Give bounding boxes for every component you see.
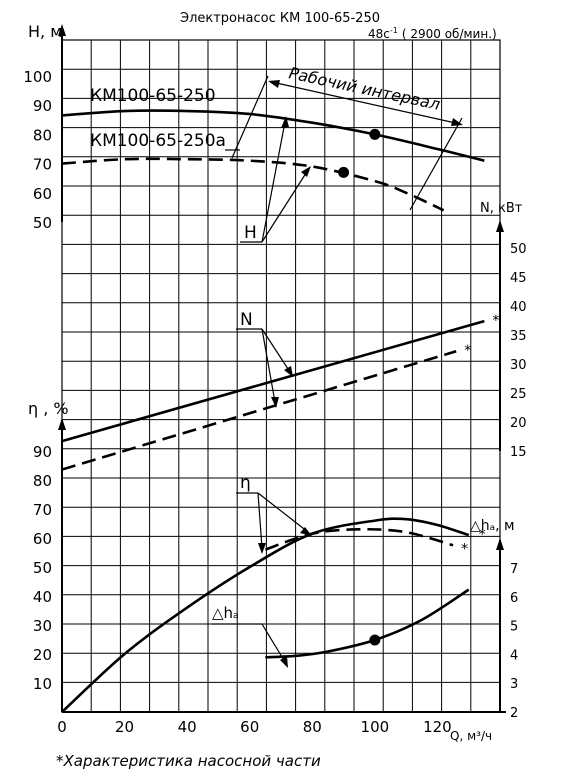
footnote: *Характеристика насосной части [56,752,321,770]
eta-leader-2 [257,492,263,549]
x-tick-label: 100 [361,718,390,736]
n-tick-label: 20 [510,416,527,431]
x-tick-label: 60 [240,718,259,736]
grid [61,39,501,713]
x-tick-label: 20 [115,718,134,736]
h-leader-2 [261,169,309,243]
dh-arrowhead [280,656,288,668]
series-line-5 [264,527,454,551]
star-mark-3: * [461,541,468,557]
n-axis-arrow [496,220,504,232]
dh-tick-label: 2 [510,706,518,721]
dh-tick-label: 4 [510,648,518,663]
x-tick-label: 40 [178,718,197,736]
n-arrowhead-2 [271,397,279,408]
eta-axis-label: η , % [28,399,69,418]
x-tick-label: 120 [423,718,452,736]
eta-axis-arrow [58,418,66,430]
h-arrowhead-1 [281,116,289,128]
n-axis-label: N, кВт [480,201,523,216]
working-range-label: Рабочий интервал [287,63,442,114]
working-range-left-leader [231,75,269,159]
n-leader-2 [261,328,276,403]
n-tick-label: 35 [510,329,527,344]
dh-tick-label: 5 [510,620,518,635]
x-axis-label: Q, м³/ч [450,729,492,743]
series-label-km100-65-250a: КМ100-65-250а [90,131,226,151]
series-label-km100-65-250: КМ100-65-250 [90,86,216,106]
n-tick-label: 15 [510,445,527,460]
dh-tick-label: 6 [510,591,518,606]
n-tick-label: 45 [510,271,527,286]
dh-annotation-label: △hₐ [212,604,239,622]
h-axis-arrow [58,24,66,36]
h-annotation-label: Н [244,223,257,243]
h-tick-label: 80 [33,126,52,144]
n-arrowhead-1 [284,366,293,377]
operating-point-1 [338,166,350,178]
series-line-1 [61,157,445,212]
n-tick-label: 25 [510,387,527,402]
eta-arrowhead-1 [300,527,312,536]
n-tick-label: 30 [510,358,527,373]
subtitle-rate: 48c [368,27,390,41]
chart-title: Электронасос КМ 100-65-250 [180,11,380,26]
dh-tick-label: 3 [510,677,518,692]
h-tick-label: 70 [33,156,52,174]
h-tick-label: 60 [33,185,52,203]
text-labels: Н, м η , % N, кВт △hₐ, м Q, м³/ч Электронасос… [28,11,523,770]
star-mark-0: * [492,313,499,329]
eta-tick-label: 40 [33,588,52,606]
eta-tick-label: 10 [33,675,52,693]
x-tick-label: 80 [303,718,322,736]
h-arrowhead-2 [301,166,311,177]
n-annotation-label: N [240,310,253,330]
chart-subtitle: 48c-1 ( 2900 об/мин.) [368,26,497,41]
working-range-arrowhead-left [268,80,280,88]
tick-labels: 0 20 40 60 80 100 120 100 90 80 70 60 50 90 80 70 60 50 40… [23,68,526,736]
eta-tick-label: 90 [33,443,52,461]
series-line-4 [61,517,470,713]
series-line-3 [61,349,457,471]
dh-axis-label: △hₐ, м [470,518,515,534]
series-lines [61,109,485,713]
eta-tick-label: 20 [33,646,52,664]
dh-leader [261,623,286,663]
axes [58,24,506,713]
operating-point-0 [369,128,381,140]
eta-tick-label: 30 [33,617,52,635]
eta-tick-label: 70 [33,501,52,519]
operating-point-2 [369,634,381,646]
h-tick-label: 90 [33,97,52,115]
subtitle-rpm: ( 2900 об/мин.) [402,27,497,41]
h-tick-label: 50 [33,214,52,232]
star-mark-1: * [464,343,471,359]
dh-axis-arrow [496,538,504,550]
series-line-6 [265,588,470,659]
series-line-2 [61,319,485,443]
working-range-arrow [271,81,461,125]
h-axis-label: Н, м [28,22,62,41]
working-range-arrowhead-right [451,118,463,126]
eta-tick-label: 80 [33,472,52,490]
x-tick-label: 0 [57,718,67,736]
eta-annotation-label: η [240,473,251,493]
h-leader-1 [261,121,286,243]
n-tick-label: 50 [510,242,527,257]
eta-leader-1 [257,492,309,533]
eta-arrowhead-2 [258,543,266,554]
annotations: Рабочий интервал Н Nη △hₐ [212,63,463,668]
n-leader-1 [261,328,291,373]
eta-tick-label: 50 [33,559,52,577]
n-tick-label: 40 [510,300,527,315]
working-range-right-leader [409,117,463,211]
star-mark-2: * [479,527,486,543]
h-tick-label: 100 [23,68,52,86]
subtitle-rate-exp: -1 [390,26,398,35]
dh-tick-label: 7 [510,562,518,577]
eta-tick-label: 60 [33,530,52,548]
series-line-0 [61,109,485,162]
